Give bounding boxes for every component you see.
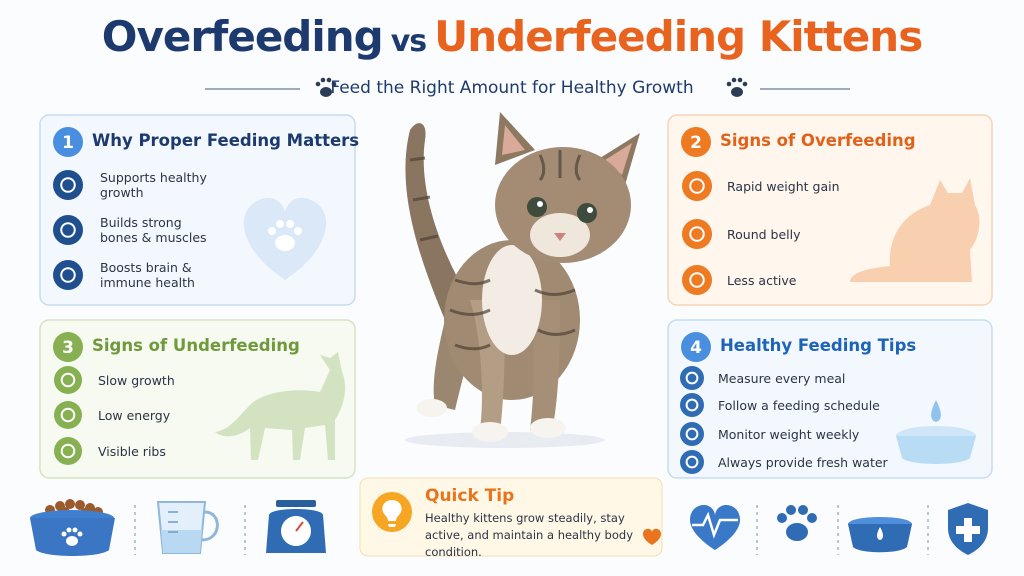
item-glyph [689,178,705,194]
item-icon [680,450,704,474]
item-glyph [689,272,705,288]
item-text: Supports healthy growth [100,170,207,200]
item-glyph [60,372,76,388]
panel-number: 1 [62,133,74,153]
panel-title: Why Proper Feeding Matters [92,131,360,150]
panel-number: 3 [62,338,74,358]
item-glyph [60,222,76,238]
item-icon [682,219,712,249]
heart-icon [690,504,740,550]
cat-silhouette [215,352,346,460]
item-glyph [685,427,699,441]
item-text: Monitor weight weekly [718,426,860,442]
heart-icon [643,528,661,545]
item-text: Round belly [727,226,801,242]
title-part: Overfeeding [101,12,384,61]
panel-title: Signs of Overfeeding [720,131,916,150]
panel-title: Signs of Underfeeding [92,336,300,355]
subtitle: Feed the Right Amount for Healthy Growth [330,78,694,98]
item-icon [53,170,83,200]
paw-icon [777,505,817,541]
item-glyph [689,226,705,242]
food-bowl-icon [30,499,115,556]
title-part: Underfeeding Kittens [434,12,923,61]
cat-silhouette [850,178,980,282]
item-text: Measure every meal [718,370,846,386]
title-vs: vs [390,24,427,59]
number-badge [53,332,83,362]
heart-decoration [243,197,327,280]
panel-box [39,319,356,479]
item-text: Low energy [98,407,171,423]
water-bowl-icon [848,517,912,553]
item-glyph [60,407,76,423]
item-text: Builds strong bones & muscles [100,215,207,245]
heartbeat-line [692,511,738,539]
item-glyph [60,177,76,193]
item-text: Rapid weight gain [727,178,840,194]
item-glyph [60,267,76,283]
item-text: Always provide fresh water [718,454,888,470]
measuring-cup-icon [156,501,219,554]
item-icon [682,171,712,201]
item-icon [680,366,704,390]
tip-title: Quick Tip [425,486,515,506]
item-glyph [60,443,76,459]
cross-icon [956,518,980,542]
item-text: Less active [727,272,797,288]
item-text: Follow a feeding schedule [718,397,880,413]
tip-text: Healthy kittens grow steadily, stay acti… [425,511,633,559]
title: Overfeeding vs Underfeeding Kittens [0,12,1024,61]
number-badge [681,127,711,157]
item-text: Slow growth [98,372,175,388]
item-glyph [685,371,699,385]
water-bowl-decoration [896,400,976,464]
item-icon [680,393,704,417]
item-icon [54,401,82,429]
panel-title: Healthy Feeding Tips [720,336,917,355]
bulb-icon [382,500,402,527]
item-icon [53,215,83,245]
item-icon [54,366,82,394]
number-badge [681,332,711,362]
kitten-illustration [405,112,640,448]
scale-icon [266,500,326,553]
number-badge [53,127,83,157]
item-icon [680,422,704,446]
panel-number: 2 [690,133,702,153]
panel-number: 4 [690,338,702,358]
paw-icon [315,77,748,97]
item-text: Visible ribs [98,443,166,459]
tip-box [359,477,663,557]
item-text: Boosts brain & immune health [100,260,195,290]
item-glyph [685,398,699,412]
separators [134,505,929,555]
item-icon [682,265,712,295]
item-icon [53,260,83,290]
item-icon [54,437,82,465]
item-glyph [685,455,699,469]
